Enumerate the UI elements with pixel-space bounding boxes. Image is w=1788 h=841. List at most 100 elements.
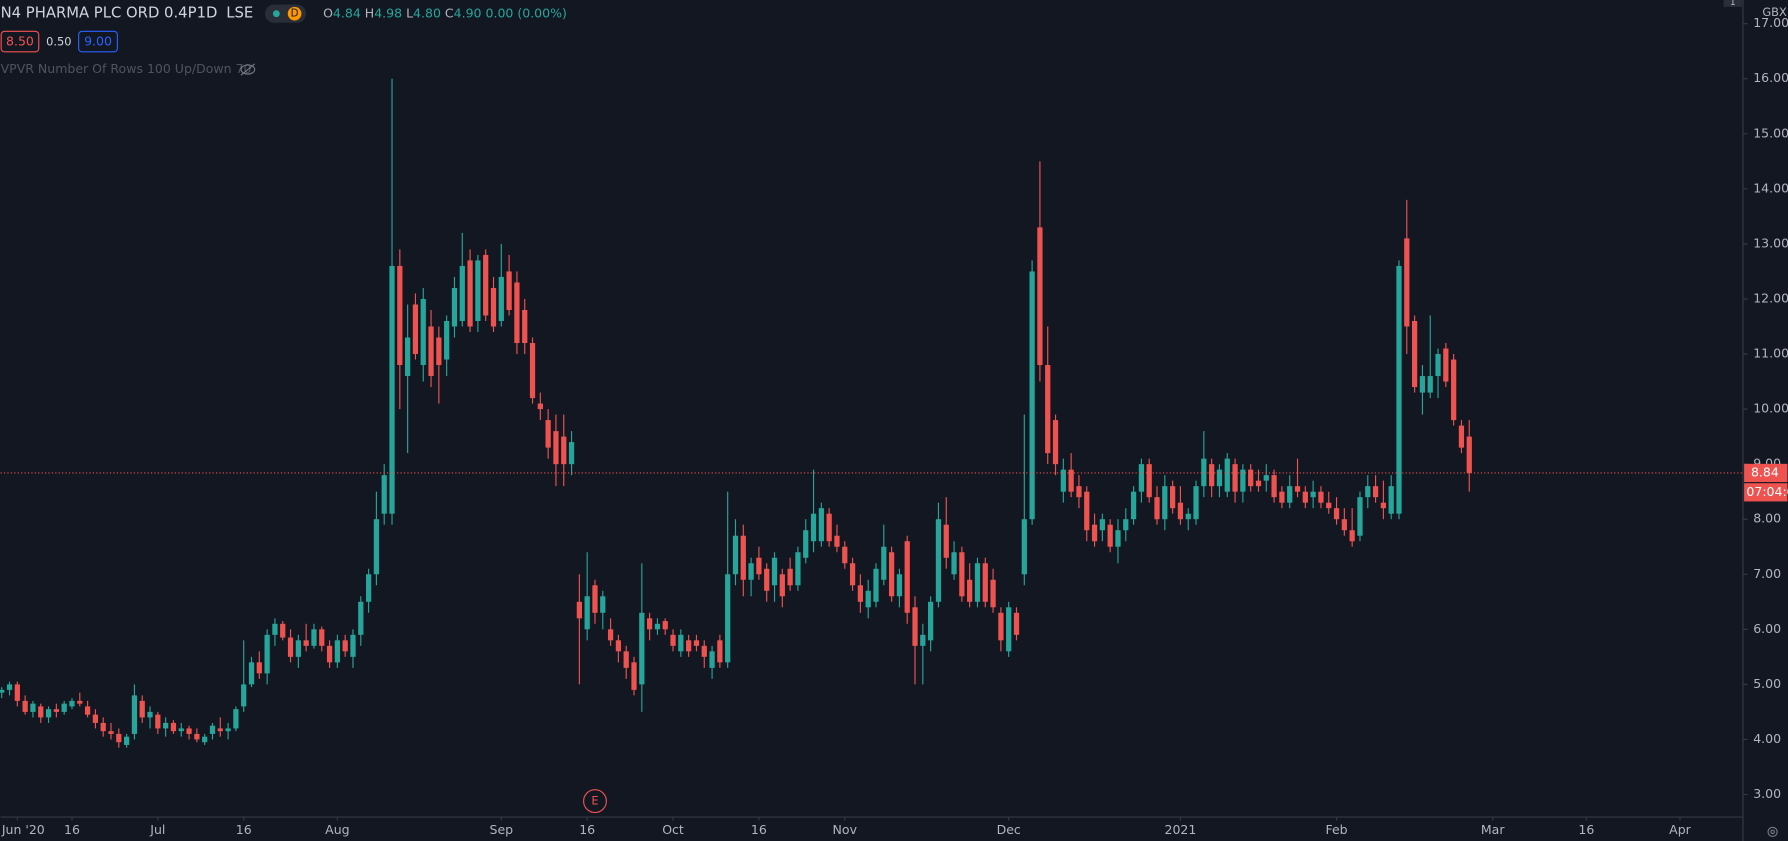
candle-body: [1279, 491, 1285, 503]
x-tick-label: 16: [579, 822, 595, 837]
market-dot: [272, 10, 280, 18]
candle-body: [1287, 486, 1293, 503]
candle-body: [537, 403, 543, 410]
candle-body: [623, 651, 629, 668]
candle-body: [1146, 464, 1152, 498]
symbol-title: N4 PHARMA PLC ORD 0.4P: [1, 5, 197, 22]
candle-body: [1349, 530, 1355, 542]
candle-body: [6, 684, 13, 690]
x-tick-label: 16: [751, 822, 767, 837]
settings-icon[interactable]: [1767, 826, 1778, 838]
candle-body: [709, 651, 715, 668]
candle-body: [280, 623, 286, 638]
candle-body: [1099, 519, 1105, 531]
o-value: 4.84: [333, 5, 361, 20]
sell-box[interactable]: [0, 30, 40, 53]
candle-body: [678, 634, 684, 652]
candle-body: [1154, 497, 1160, 520]
candle-body: [686, 640, 692, 652]
candle-body: [1123, 519, 1129, 531]
x-tick-label: Feb: [1325, 822, 1347, 837]
candle-body: [186, 728, 192, 734]
candle-body: [1419, 376, 1426, 393]
candle-body: [1302, 491, 1308, 503]
x-tick-label: Sep: [490, 822, 514, 837]
candle-body: [303, 640, 309, 646]
candle-body: [873, 568, 879, 602]
candle-body: [998, 612, 1004, 641]
candle-body: [147, 711, 153, 718]
candle-body: [1372, 486, 1379, 498]
last-price-box: [1744, 463, 1788, 483]
candle-body: [170, 722, 177, 732]
hide-icon[interactable]: [240, 63, 256, 76]
candle-body: [779, 574, 785, 597]
candle-body: [1138, 464, 1145, 492]
change: 0.00 (0.00%): [486, 5, 567, 20]
candle-body: [1357, 497, 1363, 536]
x-tick-label: 16: [236, 822, 252, 837]
candle-body: [1060, 469, 1066, 492]
candle-body: [202, 736, 208, 743]
candle-body: [30, 703, 36, 712]
scale-button-bg[interactable]: [1723, 0, 1742, 7]
candle-body: [69, 700, 75, 707]
candle-body: [787, 568, 793, 586]
candle-body: [92, 714, 99, 723]
candle-body: [1029, 271, 1035, 520]
interval[interactable]: 1D: [197, 5, 218, 22]
candle-body: [1427, 376, 1433, 393]
candle-body: [990, 579, 996, 608]
candle-body: [1466, 436, 1472, 473]
candle-body: [646, 618, 653, 630]
candle-body: [592, 585, 598, 613]
candle-body: [1318, 491, 1324, 503]
candle-body: [1232, 464, 1238, 492]
candle-body: [217, 728, 223, 732]
candle-body: [342, 640, 348, 652]
scale-button[interactable]: 1: [1730, 0, 1736, 8]
x-tick-label: 16: [1578, 822, 1594, 837]
candle-body: [358, 601, 364, 635]
y-tick-label: 16.00: [1753, 70, 1788, 85]
candle-body: [1380, 502, 1387, 509]
candle-body: [131, 695, 138, 734]
candle-body: [108, 731, 114, 734]
l-label: L: [406, 5, 413, 20]
candle-body: [451, 287, 458, 327]
candle-body: [467, 260, 473, 327]
candle-body: [764, 568, 770, 591]
candle-body: [498, 276, 504, 321]
candle-body: [576, 601, 582, 619]
candle-body: [506, 271, 512, 310]
y-tick-label: 5.00: [1753, 676, 1781, 691]
plot-area: [0, 78, 1472, 748]
y-tick-label: 10.00: [1753, 401, 1788, 416]
candle-body: [928, 601, 934, 641]
y-tick-label: 3.00: [1753, 786, 1781, 801]
candle-body: [1006, 607, 1012, 652]
candle-body: [1052, 420, 1059, 465]
x-tick-label: 3 Jun '20: [0, 822, 45, 837]
candle-body: [1411, 320, 1418, 388]
candle-body: [717, 640, 723, 663]
candle-body: [1216, 469, 1223, 487]
candle-body: [1068, 469, 1074, 492]
candle-body: [748, 563, 754, 580]
candle-body: [881, 546, 887, 580]
candle-body: [1240, 469, 1246, 492]
candle-body: [311, 629, 317, 646]
y-tick-label: 11.00: [1753, 346, 1788, 361]
candle-body: [209, 725, 216, 734]
candle-body: [639, 612, 645, 685]
candle-body: [1365, 486, 1371, 498]
candle-body: [389, 265, 395, 514]
h-value: 4.98: [374, 5, 402, 20]
c-value: 4.90: [454, 5, 482, 20]
candle-body: [61, 703, 67, 712]
candle-body: [1224, 458, 1230, 492]
buy-box[interactable]: [78, 30, 118, 53]
x-tick-label: Dec: [997, 822, 1021, 837]
candle-body: [233, 709, 239, 729]
candle-body: [381, 475, 387, 514]
